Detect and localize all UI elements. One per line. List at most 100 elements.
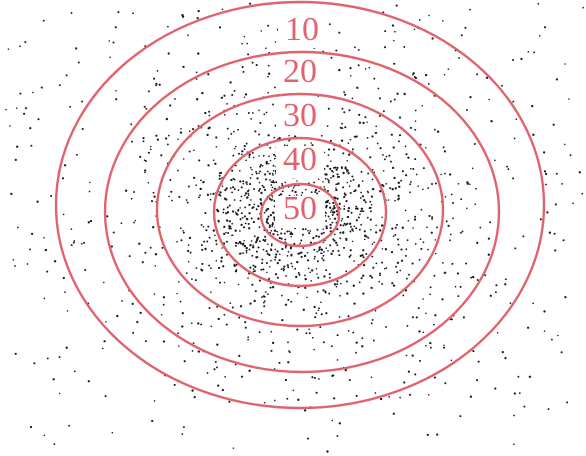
scatter-dot	[382, 154, 384, 156]
scatter-dot	[234, 241, 238, 245]
scatter-dot	[147, 90, 150, 93]
scatter-dot	[338, 202, 341, 206]
scatter-dot	[75, 47, 78, 50]
scatter-dot	[230, 132, 233, 135]
scatter-dot	[271, 186, 274, 189]
scatter-dot	[412, 227, 414, 229]
scatter-dot	[349, 230, 352, 233]
scatter-dot	[381, 248, 384, 250]
scatter-dot	[449, 233, 452, 236]
scatter-dot	[144, 171, 146, 174]
scatter-dot	[287, 266, 290, 269]
scatter-dot	[258, 240, 261, 243]
scatter-dot	[315, 312, 318, 315]
scatter-dot	[241, 150, 244, 153]
scatter-dot	[322, 259, 325, 262]
contour-label-30-backing	[276, 102, 324, 134]
scatter-dot	[473, 143, 476, 145]
scatter-dot	[406, 324, 409, 327]
scatter-dot	[259, 198, 262, 201]
scatter-dot	[276, 250, 279, 253]
scatter-dot	[232, 154, 235, 157]
scatter-dot	[264, 235, 267, 238]
scatter-dot	[268, 226, 271, 229]
scatter-dot	[409, 126, 412, 129]
scatter-dot	[87, 221, 90, 224]
scatter-dot	[422, 167, 425, 170]
scatter-dot	[234, 270, 238, 273]
scatter-dot	[352, 178, 355, 181]
scatter-dot	[328, 181, 330, 184]
scatter-dot	[265, 47, 267, 49]
scatter-dot	[400, 259, 404, 262]
scatter-dot	[414, 128, 417, 131]
scatter-dot	[291, 189, 294, 192]
scatter-dot	[247, 338, 249, 341]
scatter-dot	[360, 207, 364, 210]
scatter-dot	[231, 222, 234, 225]
scatter-dot	[294, 190, 297, 194]
scatter-dot	[562, 239, 565, 242]
scatter-dot	[269, 179, 271, 181]
scatter-dot	[407, 370, 410, 373]
scatter-dot	[249, 302, 252, 305]
scatter-dot	[241, 216, 244, 219]
scatter-dot	[285, 275, 288, 277]
scatter-dot	[419, 238, 422, 241]
scatter-dot	[313, 181, 316, 184]
scatter-dot	[260, 30, 263, 32]
scatter-dot	[178, 281, 180, 283]
scatter-dot	[225, 240, 228, 243]
scatter-dot	[542, 151, 546, 154]
scatter-dot	[384, 30, 387, 33]
scatter-dot	[149, 246, 152, 249]
scatter-dot	[336, 359, 339, 361]
scatter-dot	[288, 350, 290, 352]
scatter-dot	[341, 217, 344, 220]
scatter-dot	[346, 181, 349, 184]
scatter-dot	[318, 378, 320, 380]
scatter-dot	[270, 184, 273, 186]
scatter-dot	[544, 183, 547, 186]
scatter-dot	[187, 260, 190, 263]
scatter-dot	[403, 381, 406, 384]
scatter-dot	[350, 225, 352, 228]
scatter-dot	[322, 241, 325, 244]
scatter-dot	[304, 144, 306, 146]
scatter-dot	[335, 183, 337, 186]
scatter-dot	[327, 215, 330, 218]
scatter-dot	[353, 260, 355, 262]
scatter-dot	[504, 278, 507, 281]
scatter-dot	[298, 252, 301, 255]
scatter-dot	[358, 113, 361, 116]
scatter-dot	[425, 312, 427, 315]
scatter-dot	[512, 177, 515, 180]
scatter-dot	[12, 258, 15, 261]
contour-label-40: 40	[283, 141, 317, 178]
scatter-dot	[212, 192, 215, 196]
scatter-dot	[243, 240, 245, 242]
scatter-dot	[218, 26, 222, 29]
scatter-dot	[287, 250, 290, 253]
scatter-dot	[431, 37, 434, 40]
scatter-dot	[412, 167, 415, 171]
scatter-dot	[310, 191, 313, 194]
scatter-dot	[471, 167, 474, 170]
scatter-dot	[252, 264, 255, 267]
scatter-dot	[327, 179, 330, 182]
scatter-dot	[513, 137, 516, 140]
scatter-dot	[431, 217, 434, 220]
scatter-dot	[16, 145, 19, 148]
scatter-dot	[349, 254, 352, 257]
scatter-dot	[263, 211, 266, 214]
scatter-dot	[239, 230, 241, 232]
scatter-dot	[182, 158, 185, 160]
scatter-dot	[320, 313, 323, 316]
scatter-dot	[267, 134, 270, 137]
scatter-dot	[197, 350, 200, 353]
scatter-dot	[251, 151, 254, 154]
scatter-dot	[304, 277, 307, 281]
scatter-dot	[284, 181, 287, 184]
scatter-dot	[234, 244, 237, 247]
scatter-dot	[232, 447, 235, 449]
